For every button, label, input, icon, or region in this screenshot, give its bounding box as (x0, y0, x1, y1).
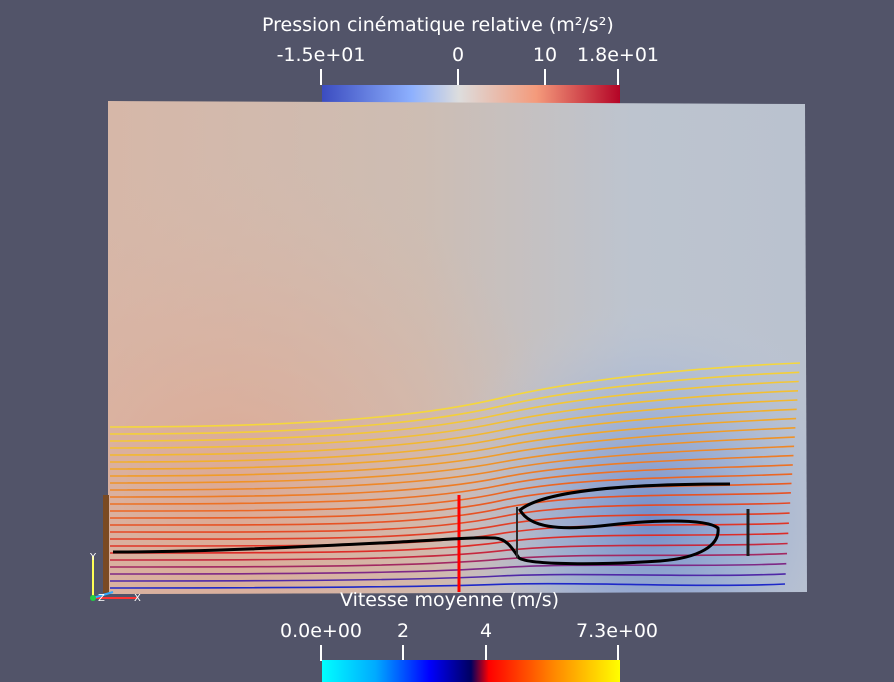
velocity-tickmark (320, 645, 322, 661)
streamline (109, 542, 788, 561)
streamline (109, 427, 796, 477)
velocity-legend-title: Vitesse moyenne (m/s) (340, 589, 560, 611)
velocity-tick-min: 0.0e+00 (279, 620, 363, 642)
streamline (109, 522, 789, 547)
streamline (109, 390, 799, 449)
streamline (109, 362, 801, 428)
streamline (109, 436, 795, 484)
velocity-tickmark (617, 645, 619, 661)
streamline (109, 371, 800, 435)
streamline (109, 399, 798, 456)
streamline (109, 417, 797, 470)
axis-label-z: Z (98, 593, 105, 604)
velocity-tick-four: 4 (479, 620, 493, 642)
pressure-tickmark (320, 69, 322, 85)
velocity-tickmark (402, 645, 404, 661)
axes-triad: Y Z X (89, 552, 141, 604)
pressure-tick-zero: 0 (451, 44, 465, 66)
axis-label-y: Y (89, 552, 97, 563)
velocity-tickmark (485, 645, 487, 661)
pressure-legend-title: Pression cinématique relative (m²/s²) (262, 14, 614, 36)
streamline (109, 512, 790, 540)
separation-contour-lower (112, 482, 731, 566)
velocity-tick-max: 7.3e+00 (575, 620, 659, 642)
pressure-tickmark (544, 69, 546, 85)
axis-label-x: X (134, 593, 141, 604)
pressure-tickmark (617, 69, 619, 85)
pressure-tick-ten: 10 (532, 44, 558, 66)
streamlines (109, 362, 801, 589)
streamline (109, 473, 793, 512)
streamline (109, 445, 795, 491)
streamline (109, 582, 786, 589)
streamline (109, 380, 799, 442)
velocity-tick-two: 2 (396, 620, 410, 642)
streamline (109, 532, 789, 554)
streamline (109, 492, 791, 526)
velocity-colorbar (322, 660, 620, 682)
streamline (109, 454, 794, 498)
pressure-tick-max: 1.8e+01 (576, 44, 660, 66)
inlet-boundary (103, 495, 109, 593)
streamline (109, 408, 797, 463)
streamline (109, 502, 791, 533)
pressure-tickmark (457, 69, 459, 85)
streamline (109, 573, 786, 582)
streamline (109, 562, 787, 575)
streamline (109, 464, 793, 505)
pressure-tick-min: -1.5e+01 (276, 44, 366, 66)
